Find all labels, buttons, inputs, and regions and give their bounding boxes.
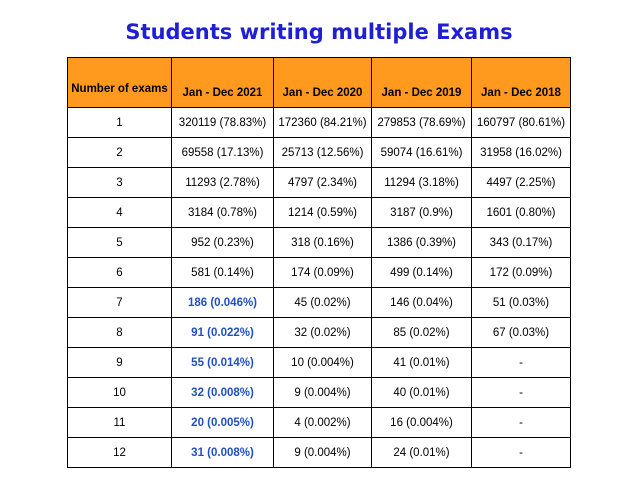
cell-2020: 45 (0.02%): [273, 287, 372, 318]
cell-2019: 1386 (0.39%): [371, 227, 472, 258]
cell-2020: 318 (0.16%): [273, 227, 372, 258]
cell-2018: -: [471, 377, 571, 408]
cell-2019: 279853 (78.69%): [371, 107, 472, 138]
table-row: 5 952 (0.23%) 318 (0.16%) 1386 (0.39%) 343 (…: [67, 227, 571, 258]
cell-number-of-exams: 8: [67, 317, 172, 348]
table-row: 6 581 (0.14%) 174 (0.09%) 499 (0.14%) 172 (0…: [67, 257, 571, 288]
header-2021: Jan - Dec 2021: [171, 57, 274, 108]
header-2018: Jan - Dec 2018: [471, 57, 571, 108]
cell-2019: 16 (0.004%): [371, 407, 472, 438]
cell-2018: -: [471, 347, 571, 378]
cell-2019: 146 (0.04%): [371, 287, 472, 318]
header-number-of-exams: Number of exams: [67, 57, 172, 108]
cell-2020: 174 (0.09%): [273, 257, 372, 288]
cell-number-of-exams: 11: [67, 407, 172, 438]
page-title: Students writing multiple Exams: [125, 20, 513, 44]
cell-2018: 160797 (80.61%): [471, 107, 571, 138]
header-2019: Jan - Dec 2019: [371, 57, 472, 108]
cell-2021: 3184 (0.78%): [171, 197, 274, 228]
cell-2019: 24 (0.01%): [371, 437, 472, 468]
cell-2021: 186 (0.046%): [171, 287, 274, 318]
cell-2018: 1601 (0.80%): [471, 197, 571, 228]
cell-2021: 11293 (2.78%): [171, 167, 274, 198]
cell-number-of-exams: 5: [67, 227, 172, 258]
cell-2018: 343 (0.17%): [471, 227, 571, 258]
cell-2019: 40 (0.01%): [371, 377, 472, 408]
cell-number-of-exams: 4: [67, 197, 172, 228]
cell-2018: 31958 (16.02%): [471, 137, 571, 168]
cell-2019: 85 (0.02%): [371, 317, 472, 348]
cell-2018: -: [471, 407, 571, 438]
cell-2021: 91 (0.022%): [171, 317, 274, 348]
cell-2019: 499 (0.14%): [371, 257, 472, 288]
table-row: 9 55 (0.014%) 10 (0.004%) 41 (0.01%) -: [67, 347, 571, 378]
cell-2021: 952 (0.23%): [171, 227, 274, 258]
table-row: 7 186 (0.046%) 45 (0.02%) 146 (0.04%) 51 (0.…: [67, 287, 571, 318]
cell-2018: 172 (0.09%): [471, 257, 571, 288]
cell-number-of-exams: 6: [67, 257, 172, 288]
cell-2020: 4 (0.002%): [273, 407, 372, 438]
table-row: 4 3184 (0.78%) 1214 (0.59%) 3187 (0.9%) 1601…: [67, 197, 571, 228]
table-row: 3 11293 (2.78%) 4797 (2.34%) 11294 (3.18%) 4…: [67, 167, 571, 198]
table-row: 10 32 (0.008%) 9 (0.004%) 40 (0.01%) -: [67, 377, 571, 408]
cell-2020: 9 (0.004%): [273, 437, 372, 468]
cell-2021: 320119 (78.83%): [171, 107, 274, 138]
cell-2018: 51 (0.03%): [471, 287, 571, 318]
cell-number-of-exams: 7: [67, 287, 172, 318]
cell-2020: 25713 (12.56%): [273, 137, 372, 168]
cell-2020: 9 (0.004%): [273, 377, 372, 408]
cell-2020: 4797 (2.34%): [273, 167, 372, 198]
table-header-row: Number of exams Jan - Dec 2021 Jan - Dec…: [67, 57, 571, 108]
cell-2020: 10 (0.004%): [273, 347, 372, 378]
cell-2020: 172360 (84.21%): [273, 107, 372, 138]
cell-number-of-exams: 9: [67, 347, 172, 378]
cell-number-of-exams: 12: [67, 437, 172, 468]
cell-2021: 32 (0.008%): [171, 377, 274, 408]
cell-number-of-exams: 3: [67, 167, 172, 198]
cell-2019: 59074 (16.61%): [371, 137, 472, 168]
exams-table: Number of exams Jan - Dec 2021 Jan - Dec…: [67, 57, 571, 468]
cell-2018: 4497 (2.25%): [471, 167, 571, 198]
cell-number-of-exams: 10: [67, 377, 172, 408]
cell-number-of-exams: 2: [67, 137, 172, 168]
cell-2018: -: [471, 437, 571, 468]
table-row: 2 69558 (17.13%) 25713 (12.56%) 59074 (16.6…: [67, 137, 571, 168]
cell-2020: 1214 (0.59%): [273, 197, 372, 228]
cell-2021: 69558 (17.13%): [171, 137, 274, 168]
cell-2019: 41 (0.01%): [371, 347, 472, 378]
table-row: 1 320119 (78.83%) 172360 (84.21%) 279853 (7…: [67, 107, 571, 138]
table-row: 12 31 (0.008%) 9 (0.004%) 24 (0.01%) -: [67, 437, 571, 468]
cell-2021: 31 (0.008%): [171, 437, 274, 468]
table-row: 11 20 (0.005%) 4 (0.002%) 16 (0.004%) -: [67, 407, 571, 438]
table-row: 8 91 (0.022%) 32 (0.02%) 85 (0.02%) 67 (0.03…: [67, 317, 571, 348]
cell-2021: 20 (0.005%): [171, 407, 274, 438]
cell-2021: 581 (0.14%): [171, 257, 274, 288]
cell-2021: 55 (0.014%): [171, 347, 274, 378]
cell-2018: 67 (0.03%): [471, 317, 571, 348]
cell-2020: 32 (0.02%): [273, 317, 372, 348]
header-2020: Jan - Dec 2020: [273, 57, 372, 108]
table-body: 1 320119 (78.83%) 172360 (84.21%) 279853 (7…: [67, 107, 571, 468]
cell-2019: 11294 (3.18%): [371, 167, 472, 198]
cell-2019: 3187 (0.9%): [371, 197, 472, 228]
cell-number-of-exams: 1: [67, 107, 172, 138]
